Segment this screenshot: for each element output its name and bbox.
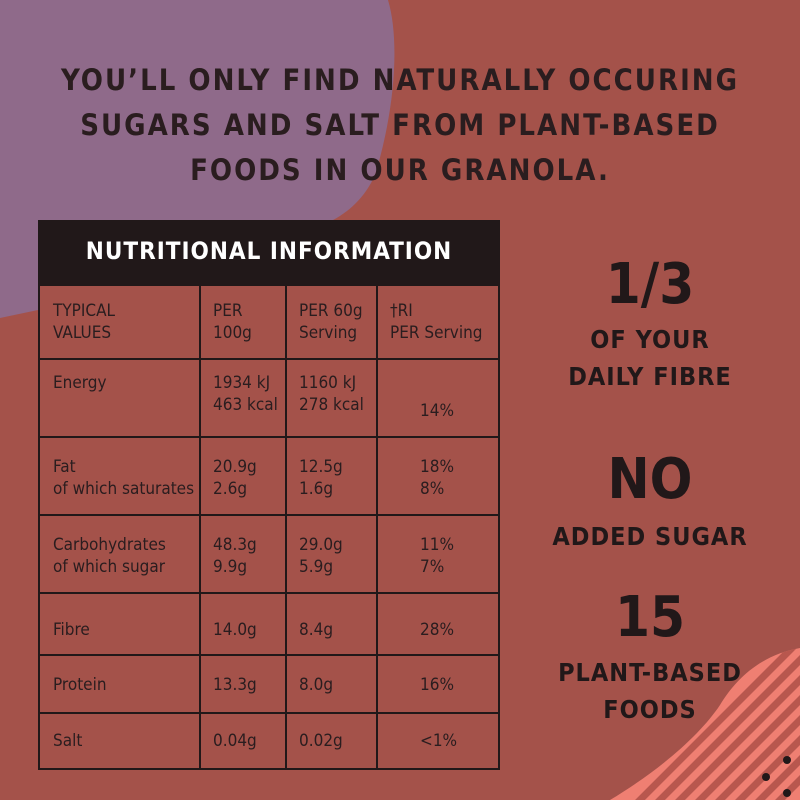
- fat-per-60g: 12.5g 1.6g: [299, 457, 343, 499]
- row-divider: [40, 514, 498, 516]
- protein-per-100g: 13.3g: [213, 675, 257, 695]
- carbohydrates-ri: 11% 7%: [420, 535, 454, 577]
- row-divider: [40, 712, 498, 714]
- dot-3: [783, 789, 791, 797]
- highlight-foods: 15 PLANT-BASED FOODS: [540, 588, 760, 728]
- header-per-60g: PER 60g Serving: [299, 301, 363, 343]
- salt-per-60g: 0.02g: [299, 731, 343, 751]
- carbohydrates-per-100g: 48.3g 9.9g: [213, 535, 257, 577]
- fat-per-100g: 20.9g 2.6g: [213, 457, 257, 499]
- highlight-foods-line-2: FOODS: [603, 695, 697, 724]
- energy-ri: 14%: [420, 401, 454, 421]
- header-per-100g: PER 100g: [213, 301, 252, 343]
- nutrient-fat: Fat of which saturates: [53, 457, 195, 499]
- row-divider: [40, 436, 498, 438]
- highlight-fibre-line-2: DAILY FIBRE: [568, 362, 732, 391]
- headline-line-3: FOODS IN OUR GRANOLA.: [190, 153, 610, 187]
- highlight-sugar-line-1: ADDED SUGAR: [552, 522, 748, 551]
- fibre-per-60g: 8.4g: [299, 620, 334, 640]
- carbohydrates-per-60g: 29.0g 5.9g: [299, 535, 343, 577]
- protein-per-60g: 8.0g: [299, 675, 334, 695]
- dot-2: [783, 756, 791, 764]
- highlight-sugar-value: NO: [607, 447, 693, 512]
- nutrient-salt: Salt: [53, 731, 83, 751]
- row-divider: [40, 654, 498, 656]
- nutrient-energy: Energy: [53, 373, 107, 393]
- protein-ri: 16%: [420, 675, 454, 695]
- column-divider: [376, 286, 378, 770]
- nutrient-fibre: Fibre: [53, 620, 90, 640]
- salt-ri: <1%: [420, 731, 458, 751]
- headline-line-1: YOU’LL ONLY FIND NATURALLY OCCURING: [60, 63, 740, 97]
- dot-1: [762, 773, 770, 781]
- pink-stripes: [617, 648, 800, 800]
- energy-per-60g: 1160 kJ 278 kcal: [299, 373, 364, 415]
- nutrition-table: NUTRITIONAL INFORMATION TYPICAL VALUES PE…: [38, 220, 500, 770]
- headline-line-2: SUGARS AND SALT FROM PLANT-BASED: [80, 108, 720, 142]
- energy-per-100g: 1934 kJ 463 kcal: [213, 373, 278, 415]
- table-title: NUTRITIONAL INFORMATION: [85, 237, 453, 265]
- fibre-per-100g: 14.0g: [213, 620, 257, 640]
- row-divider: [40, 358, 498, 360]
- fat-ri: 18% 8%: [420, 457, 454, 499]
- headline: YOU’LL ONLY FIND NATURALLY OCCURING SUGA…: [0, 58, 800, 193]
- header-typical-values: TYPICAL VALUES: [53, 301, 116, 343]
- salt-per-100g: 0.04g: [213, 731, 257, 751]
- nutrient-carbohydrates: Carbohydrates of which sugar: [53, 535, 166, 577]
- highlight-fibre-line-1: OF YOUR: [590, 325, 710, 354]
- column-divider: [285, 286, 287, 770]
- nutrient-protein: Protein: [53, 675, 107, 695]
- highlight-foods-line-1: PLANT-BASED: [558, 658, 742, 687]
- column-divider: [199, 286, 201, 770]
- row-divider: [40, 592, 498, 594]
- table-title-bar: NUTRITIONAL INFORMATION: [40, 222, 498, 286]
- highlight-sugar: NO ADDED SUGAR: [540, 450, 760, 555]
- highlight-foods-value: 15: [614, 585, 686, 650]
- highlight-fibre: 1/3 OF YOUR DAILY FIBRE: [540, 255, 760, 395]
- highlight-fibre-value: 1/3: [605, 252, 695, 317]
- header-ri: †RI PER Serving: [390, 301, 483, 343]
- fibre-ri: 28%: [420, 620, 454, 640]
